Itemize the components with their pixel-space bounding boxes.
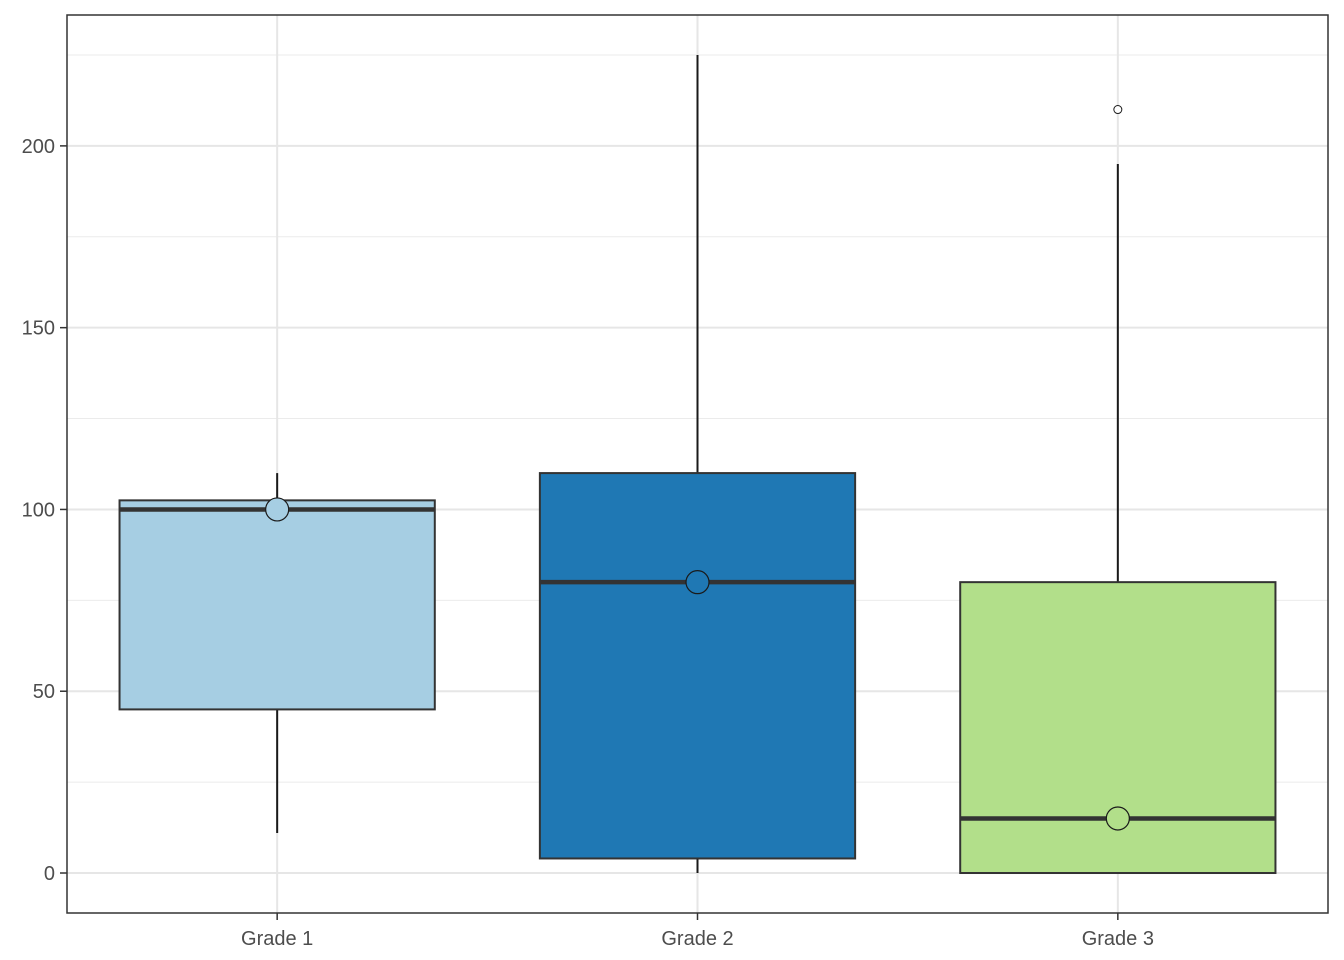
- mean-point: [265, 497, 290, 522]
- y-tick-label: 150: [22, 318, 55, 340]
- y-tick-label: 50: [33, 681, 55, 703]
- y-tick-label: 200: [22, 136, 55, 158]
- box-1: [118, 473, 436, 834]
- x-tick-label: Grade 3: [1082, 928, 1154, 950]
- outlier-point: [1113, 105, 1123, 115]
- y-tick-label: 100: [22, 499, 55, 521]
- boxes: [118, 54, 1277, 875]
- box-iqr: [538, 472, 857, 860]
- mean-point: [1105, 806, 1130, 831]
- box-2: [538, 54, 857, 874]
- y-axis: 0 50 100 150 200: [22, 136, 67, 885]
- box-iqr: [118, 499, 436, 711]
- box-3: [959, 105, 1277, 875]
- x-tick-label: Grade 2: [661, 928, 733, 950]
- x-tick-label: Grade 1: [241, 928, 313, 950]
- mean-point: [685, 570, 710, 595]
- y-tick-label: 0: [44, 863, 55, 885]
- x-axis: Grade 1 Grade 2 Grade 3: [241, 913, 1154, 950]
